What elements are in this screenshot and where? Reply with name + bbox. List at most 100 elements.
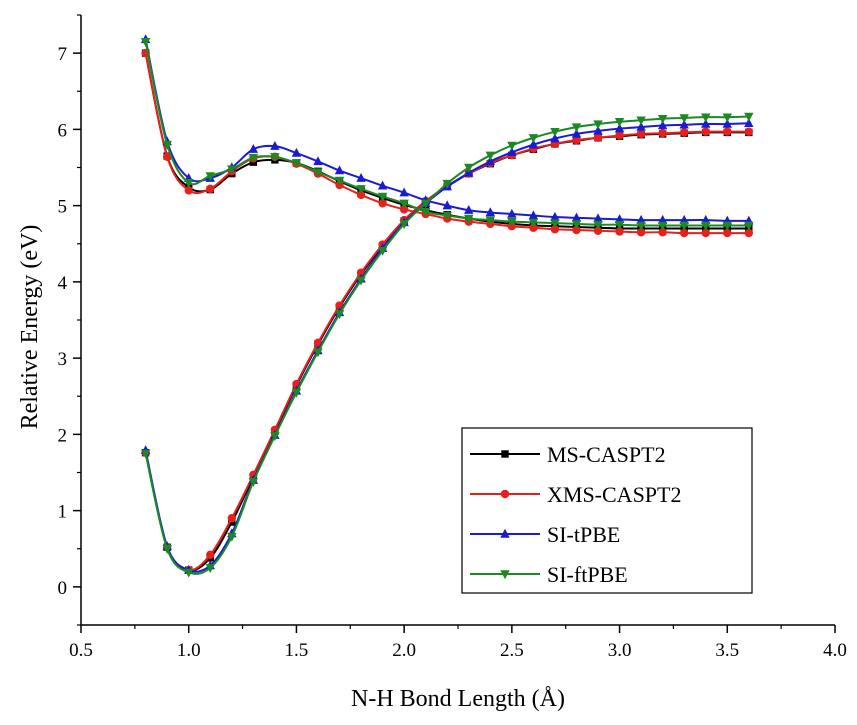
point-si-ftpbe-upper: [270, 153, 280, 163]
point-xms-caspt2-lower: [658, 128, 667, 138]
y-axis-title: Relative Energy (eV): [17, 225, 43, 430]
point-xms-caspt2-upper: [723, 228, 732, 238]
point-si-ftpbe-upper: [227, 165, 237, 175]
point-si-ftpbe-upper: [334, 176, 345, 186]
point-si-ftpbe-lower: [140, 449, 151, 459]
point-xms-caspt2-lower: [572, 135, 581, 145]
point-si-ftpbe-lower: [270, 432, 280, 442]
point-si-ftpbe-upper: [377, 192, 388, 202]
point-si-tpbe-lower: [507, 147, 517, 156]
point-si-tpbe-lower: [485, 156, 496, 166]
series-si-ftpbe: [140, 37, 754, 578]
point-si-ftpbe-upper: [679, 221, 689, 231]
y-tick-label: 0: [58, 578, 68, 599]
point-xms-caspt2-upper: [615, 227, 624, 236]
point-si-ftpbe-upper: [162, 140, 172, 150]
point-si-ftpbe-lower: [528, 134, 539, 143]
point-xms-caspt2-lower: [593, 133, 603, 142]
point-si-tpbe-upper: [377, 180, 388, 190]
y-tick-label: 3: [58, 349, 68, 370]
point-xms-caspt2-upper: [356, 190, 366, 200]
point-si-tpbe-upper: [356, 172, 366, 182]
point-si-ftpbe-upper: [485, 216, 496, 226]
x-tick-label: 4.0: [823, 640, 847, 661]
legend-item: SI-ftPBE: [470, 562, 628, 587]
x-tick-label: 3.0: [608, 640, 632, 661]
point-si-ftpbe-upper: [593, 220, 603, 230]
point-si-ftpbe-upper: [507, 217, 517, 227]
x-tick-label: 2.5: [500, 640, 524, 661]
point-si-ftpbe-upper: [571, 220, 582, 230]
point-si-ftpbe-upper: [420, 208, 431, 217]
x-tick-label: 1.5: [285, 640, 309, 661]
point-si-ftpbe-lower: [377, 246, 388, 256]
point-si-ftpbe-lower: [227, 532, 237, 542]
point-si-tpbe-lower: [636, 121, 646, 131]
legend-item: MS-CASPT2: [470, 442, 666, 467]
x-tick-label: 0.5: [69, 640, 93, 661]
point-si-tpbe-upper: [571, 212, 582, 222]
point-si-ftpbe-lower: [507, 141, 517, 151]
point-si-ftpbe-lower: [550, 127, 560, 137]
point-xms-caspt2-upper: [701, 228, 710, 238]
point-si-ftpbe-upper: [248, 153, 259, 163]
point-si-ftpbe-lower: [442, 179, 452, 189]
point-si-tpbe-lower: [593, 125, 603, 135]
point-si-ftpbe-lower: [356, 276, 366, 286]
point-si-ftpbe-upper: [744, 221, 754, 231]
point-si-tpbe-upper: [248, 144, 259, 153]
point-si-tpbe-upper: [636, 214, 646, 224]
point-xms-caspt2-lower: [206, 550, 215, 560]
point-si-ftpbe-lower: [701, 113, 711, 123]
y-tick-labels: 0 1 2 3 4 5 6 7: [58, 44, 68, 599]
point-si-tpbe-upper: [313, 156, 323, 166]
point-si-ftpbe-lower: [571, 123, 582, 133]
legend: MS-CASPT2 XMS-CASPT2 SI-tPBE SI-ftPBE: [461, 427, 753, 594]
point-si-tpbe-lower: [744, 118, 754, 127]
point-si-tpbe-upper: [485, 207, 496, 217]
point-xms-caspt2-lower: [744, 127, 754, 136]
point-si-tpbe-upper: [507, 208, 517, 218]
point-xms-caspt2-upper: [744, 228, 754, 238]
point-xms-caspt2-lower: [227, 514, 236, 523]
point-si-tpbe-lower: [614, 123, 625, 133]
x-tick-label: 3.5: [715, 640, 739, 661]
point-si-tpbe-upper: [550, 211, 560, 221]
x-tick-labels: 0.5 1.0 1.5 2.0 2.5 3.0 3.5 4.0: [69, 640, 847, 661]
legend-label-ms-caspt2: MS-CASPT2: [547, 442, 666, 467]
legend-label-si-tpbe: SI-tPBE: [547, 522, 620, 547]
point-si-tpbe-lower: [701, 118, 711, 128]
y-tick-label: 4: [58, 273, 68, 294]
point-si-ftpbe-upper: [140, 37, 151, 47]
point-xms-caspt2-upper: [550, 225, 560, 234]
x-tick-label: 2.0: [392, 640, 416, 661]
point-si-ftpbe-lower: [722, 113, 732, 123]
point-si-ftpbe-lower: [614, 118, 625, 127]
point-si-ftpbe-upper: [636, 221, 646, 231]
point-xms-caspt2-upper: [636, 228, 646, 237]
point-si-ftpbe-lower: [291, 388, 302, 398]
y-tick-label: 5: [58, 197, 68, 218]
point-si-ftpbe-lower: [420, 199, 431, 209]
legend-label-xms-caspt2: XMS-CASPT2: [547, 482, 681, 507]
line-si-tpbe-upper: [144, 39, 749, 222]
point-si-tpbe-upper: [270, 140, 280, 150]
point-xms-caspt2-upper: [162, 152, 172, 162]
legend-marker-si-tpbe-symbol: [500, 528, 510, 538]
point-si-tpbe-upper: [657, 214, 668, 224]
point-si-tpbe-lower: [571, 128, 582, 138]
point-si-tpbe-upper: [399, 187, 409, 197]
legend-marker-si-ftpbe-symbol: [500, 570, 510, 580]
point-xms-caspt2-upper: [399, 205, 409, 214]
point-xms-caspt2-lower: [615, 131, 624, 140]
point-si-tpbe-lower: [528, 139, 539, 149]
legend-marker-si-ftpbe: [500, 570, 510, 580]
point-si-ftpbe-lower: [464, 163, 474, 173]
x-axis-title: N-H Bond Length (Å): [351, 686, 565, 712]
point-xms-caspt2-lower: [680, 128, 689, 137]
point-si-tpbe-lower: [722, 118, 732, 128]
point-si-tpbe-upper: [442, 200, 452, 210]
point-xms-caspt2-upper: [378, 199, 387, 208]
point-si-tpbe-upper: [528, 210, 539, 220]
